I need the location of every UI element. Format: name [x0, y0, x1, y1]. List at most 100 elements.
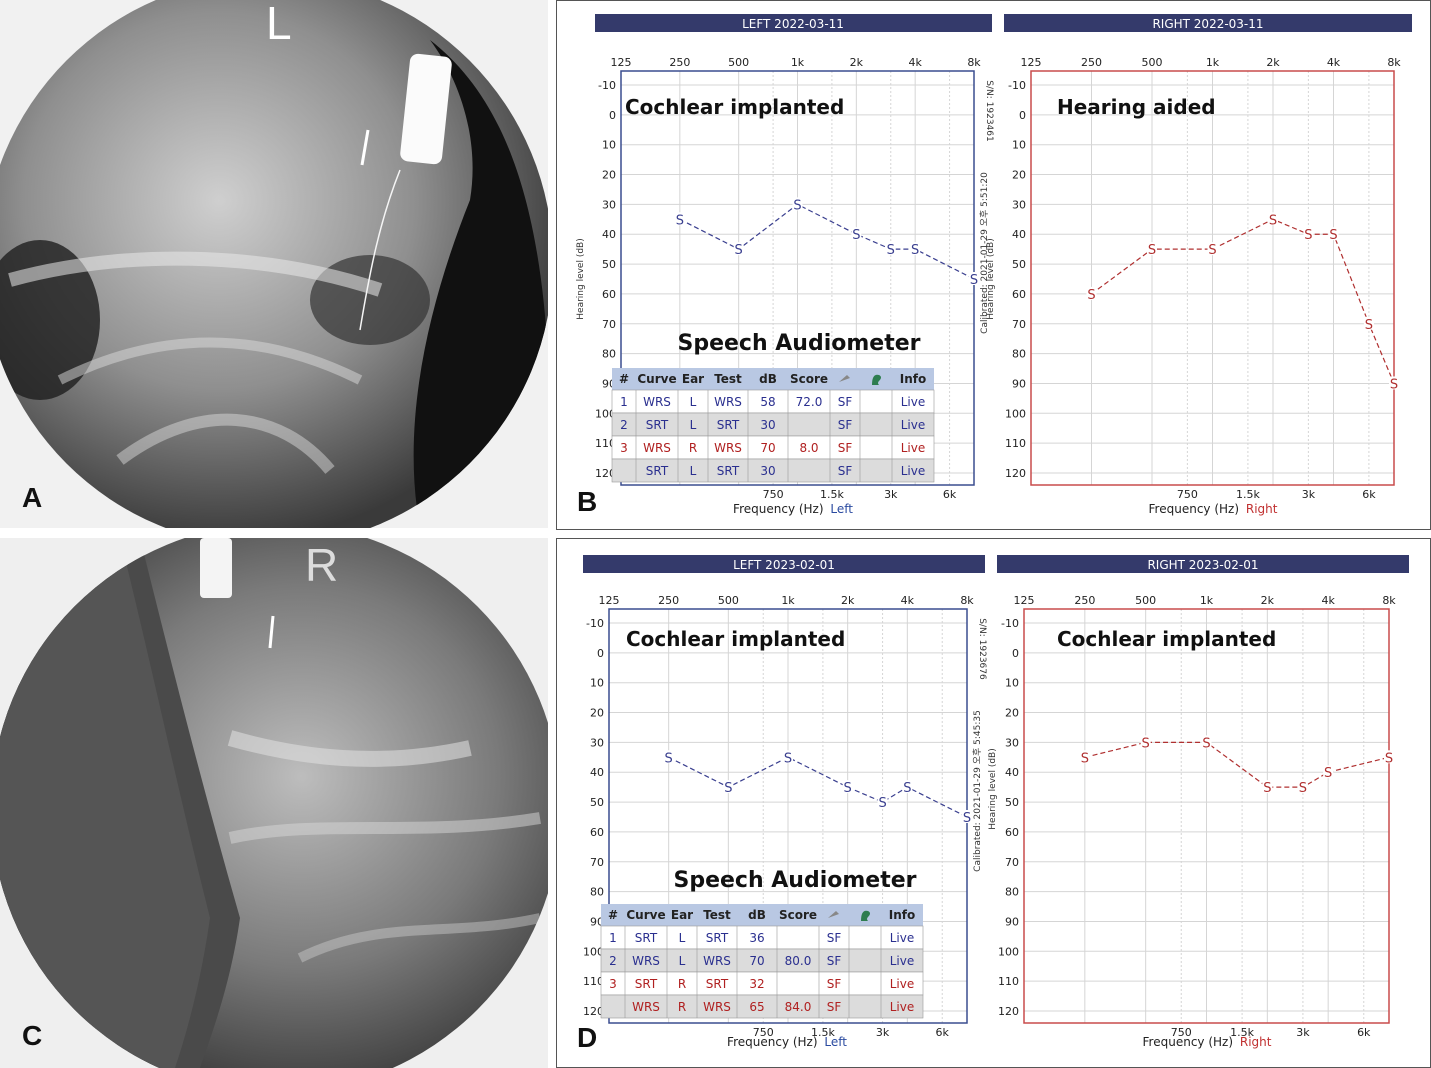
mic-icon	[839, 375, 850, 382]
marker-bg	[969, 272, 979, 285]
panel-letter-a: A	[22, 482, 43, 513]
xlabel-left: Frequency (Hz)	[733, 502, 824, 516]
table-cell: 8.0	[799, 441, 818, 455]
grid-right	[1031, 71, 1394, 485]
marker-bg	[1262, 780, 1273, 794]
side-marker-a: L	[266, 0, 292, 49]
y-tick-label: 70	[590, 856, 604, 869]
table-cell: Live	[901, 441, 926, 455]
data-point-s: S	[1081, 751, 1089, 766]
table-row	[600, 994, 924, 1019]
table-cell: SF	[838, 395, 853, 409]
y-tick-label: 10	[1012, 139, 1026, 152]
x-tick-label-top: 1k	[781, 594, 795, 607]
x-tick-label-top: 125	[1021, 56, 1042, 69]
table-header-bg	[612, 368, 934, 390]
chart-frame-right	[1030, 70, 1395, 486]
xray-panel-c: R C	[0, 538, 548, 1068]
table-cell: Live	[890, 931, 915, 945]
header-left: LEFT 2022-03-11	[742, 17, 844, 31]
ylabel-right: Hearing level (dB)	[988, 748, 998, 829]
x-tick-label-bottom: 3k	[1302, 488, 1316, 501]
series-line	[1091, 218, 1395, 384]
ear-icon	[872, 374, 881, 385]
table-cell: 72.0	[796, 395, 823, 409]
xlabel-left: Frequency (Hz)	[727, 1035, 818, 1049]
xlabel-left-side: Left	[824, 1035, 847, 1049]
y-tick-label: 70	[602, 318, 616, 331]
table-row	[611, 458, 935, 483]
marker-bg	[1303, 227, 1314, 241]
bottom-ticks-left: 750 1.5k 3k 6k	[753, 1026, 950, 1039]
x-tick-label-top: 125	[611, 56, 632, 69]
header-bar-right	[1004, 14, 1412, 32]
y-tick-label: 80	[1005, 886, 1019, 899]
annotation-left: Cochlear implanted	[626, 627, 845, 651]
x-tick-label-top: 125	[1014, 594, 1035, 607]
x-tick-label-top: 4k	[1321, 594, 1335, 607]
data-point-s: S	[793, 198, 801, 213]
data-point-s: S	[852, 228, 860, 243]
y-tick-label: 10	[1005, 677, 1019, 690]
marker-bg	[877, 795, 888, 809]
table-cell: 30	[760, 464, 775, 478]
table-cell: 2	[620, 418, 628, 432]
x-tick-label-top: 500	[728, 56, 749, 69]
x-tick-label-top: 8k	[967, 56, 981, 69]
audiogram-panel-d: LEFT 2023-02-01 RIGHT 2023-02-01 -10 0 10 2…	[556, 538, 1431, 1068]
table-header-cell: Test	[714, 372, 742, 386]
xlabel-left-group: Frequency (Hz) Left	[727, 1035, 847, 1049]
data-point-s: S	[1390, 377, 1398, 392]
data-point-s: S	[911, 243, 919, 258]
x-tick-label-bottom: 750	[753, 1026, 774, 1039]
x-tick-label-top: 250	[1074, 594, 1095, 607]
marker-bg	[723, 780, 734, 794]
data-point-s: S	[1269, 213, 1277, 228]
annotation-right: Hearing aided	[1057, 95, 1216, 119]
series-right: S S S S S S S	[1079, 735, 1394, 796]
series-left: S S S S S S S	[663, 750, 972, 826]
y-tick-label: 70	[1005, 856, 1019, 869]
y-tick-label: 100	[1005, 407, 1026, 420]
y-tick-label: -10	[598, 79, 616, 92]
x-tick-label-top: 1k	[1206, 56, 1220, 69]
table-cell: WRS	[703, 1000, 731, 1014]
x-tick-label-top: 8k	[1387, 56, 1401, 69]
x-tick-label-top: 2k	[1261, 594, 1275, 607]
table-header-cell: Info	[889, 908, 915, 922]
table-cell: 2	[609, 954, 617, 968]
y-tick-label: 120	[595, 467, 616, 480]
table-cell: SRT	[635, 931, 658, 945]
ear-icon	[861, 910, 870, 921]
ylabel-left: Hearing level (dB)	[576, 238, 586, 319]
table-cell: 1	[620, 395, 628, 409]
table-cell: L	[679, 931, 686, 945]
table-cell: SF	[827, 931, 842, 945]
marker-bg	[902, 780, 913, 794]
table-header-cell: Curve	[626, 908, 665, 922]
xlabel-left-side: Left	[830, 502, 853, 516]
table-cell: 32	[749, 977, 764, 991]
y-tick-label: 60	[602, 288, 616, 301]
x-tick-label-top: 250	[1081, 56, 1102, 69]
x-tick-label-bottom: 1.5k	[811, 1026, 835, 1039]
y-tick-label: -10	[586, 617, 604, 630]
y-tick-label: 40	[602, 228, 616, 241]
x-tick-label-top: 500	[1142, 56, 1163, 69]
table-cell: Live	[901, 418, 926, 432]
side-marker-c: R	[305, 539, 339, 591]
y-tick-label: 0	[1012, 647, 1019, 660]
bottom-ticks-left: 750 1.5k 3k 6k	[763, 488, 957, 501]
marker-bg	[1384, 750, 1394, 764]
x-tick-label-bottom: 750	[763, 488, 784, 501]
xray-image-c	[0, 538, 548, 1068]
table-cell: 80.0	[785, 954, 812, 968]
marker-bg	[783, 750, 793, 764]
bottom-ticks-right: 750 1.5k 3k 6k	[1177, 488, 1376, 501]
data-point-s: S	[1202, 736, 1210, 751]
y-tick-label: 0	[597, 647, 604, 660]
marker-bg	[1201, 735, 1212, 749]
bottom-ticks-right: 750 1.5k 3k 6k	[1171, 1026, 1371, 1039]
xlabel-right: Frequency (Hz)	[1143, 1035, 1234, 1049]
x-tick-label-top: 125	[599, 594, 620, 607]
